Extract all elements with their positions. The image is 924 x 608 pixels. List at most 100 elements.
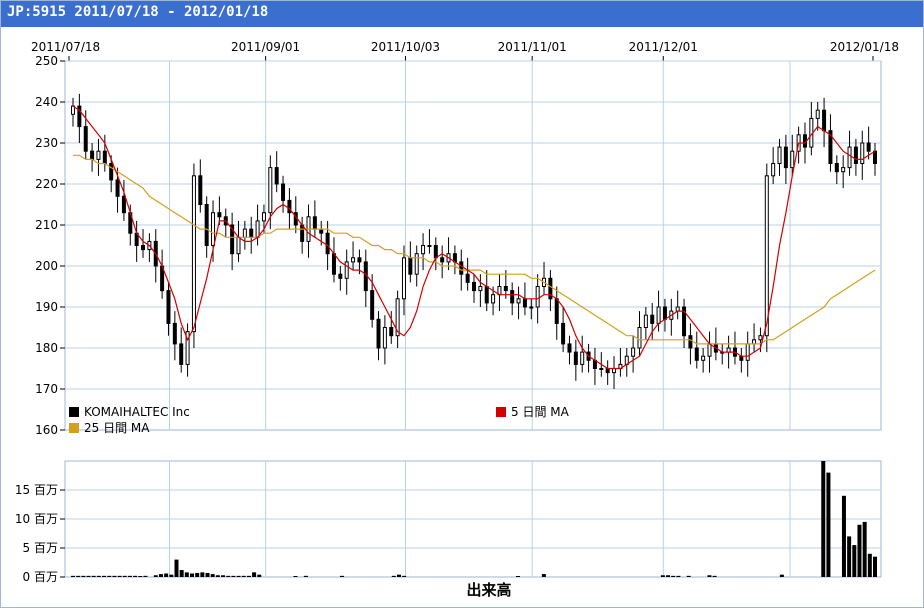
candle-body [758,335,763,341]
volume-bar [71,575,75,577]
volume-bar [102,575,107,577]
candle-body [472,281,476,292]
candle-body [777,146,782,164]
candle-body [268,167,273,214]
volume-bar [107,575,112,577]
candle-body [249,228,254,238]
candle-body [548,277,553,300]
y-tick-label: 210 [35,218,58,232]
x-tick-label: 2011/09/01 [231,40,300,54]
candle-body [866,142,871,152]
candle-body [389,327,394,337]
candle-body [255,220,260,238]
candle-body [522,298,527,308]
x-tick-label: 2011/10/03 [371,40,440,54]
volume-bar [76,575,81,577]
volume-bar [873,556,877,577]
candle-body [739,355,744,361]
candle-body [491,294,496,304]
candle-body [822,109,827,132]
volume-bar [153,575,158,577]
candle-body [554,298,559,324]
volume-bar [226,575,231,577]
volume-bar [707,575,712,577]
candle-body [287,199,292,214]
candle-body [274,167,279,185]
candle-body [637,327,642,349]
title-bar: JP:5915 2011/07/18 - 2012/01/18 [1,1,923,27]
candle-body [344,261,349,279]
candle-body [535,286,540,308]
price-plot-area [64,60,882,431]
candle-body [185,331,190,365]
candle-body [77,105,82,128]
volume-bar [122,575,127,577]
candle-body [643,314,648,329]
candle-body [682,306,687,337]
y-tick-label: 220 [35,177,58,191]
volume-grid [65,461,881,577]
candle-body [516,298,521,304]
candle-body [382,327,387,349]
volume-title: 出来高 [466,581,511,599]
candle-body [230,224,235,255]
candle-body [561,322,566,345]
chart-canvas: 2011/07/18 2011/09/01 2011/10/03 2011/11/01… [15,40,899,599]
legend-label-price: KOMAIHALTEC Inc [84,405,190,419]
candle-body [172,322,177,345]
candle-body [847,146,852,169]
volume-bar [712,575,717,577]
candle-body [771,163,776,177]
candle-body [236,236,241,255]
legend-label-ma25: 25 日間 MA [84,421,150,435]
y-tick-label: 10 百万 [15,512,58,526]
candle-body [376,318,381,349]
volume-bar [852,545,857,577]
volume-y-axis: 0 百万 5 百万 10 百万 15 百万 [15,483,65,584]
price-grid [65,60,881,430]
volume-bar [541,574,546,577]
candle-body [351,257,356,263]
volume-bar [169,574,174,577]
y-tick-label: 160 [35,423,58,437]
candle-body [694,347,699,361]
volume-bar [779,574,784,577]
legend-swatch-ma5 [496,407,506,417]
candle-body [529,306,534,309]
y-tick-label: 15 百万 [15,483,58,497]
volume-bar [96,575,101,577]
y-tick-label: 190 [35,300,58,314]
candle-body [701,355,706,361]
candle-body [204,204,209,246]
candle-body [427,245,432,247]
candle-body [395,298,400,337]
candle-body [612,368,617,374]
volume-bar [112,575,117,577]
x-tick-label: 2011/07/18 [31,40,100,54]
candle-body [580,351,585,365]
price-candles [71,93,877,389]
volume-bar [257,574,262,577]
candle-body [433,245,438,259]
candle-body [96,150,101,160]
volume-bar [686,575,691,577]
candle-body [599,368,604,370]
candle-body [211,212,216,246]
candle-body [478,286,483,292]
volume-bar [515,576,520,577]
candle-body [853,146,858,164]
volume-bar [340,575,345,577]
volume-bar [236,575,241,577]
candle-body [414,253,419,275]
candle-body [83,126,88,152]
volume-bar [179,570,184,577]
candle-body [790,150,795,169]
y-tick-label: 5 百万 [23,541,58,555]
volume-bar [210,574,215,577]
candle-body [688,335,693,349]
candle-body [300,224,305,242]
volume-bar [231,575,236,577]
legend-swatch-price [69,407,79,417]
y-tick-label: 170 [35,382,58,396]
candle-body [503,286,508,292]
